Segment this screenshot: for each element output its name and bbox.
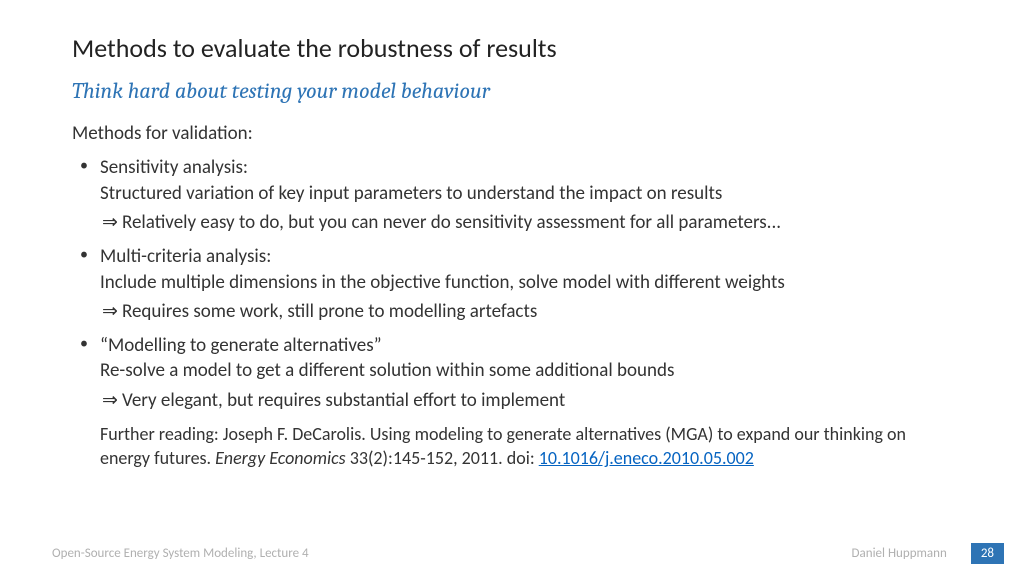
- footer-author: Daniel Huppmann: [852, 546, 947, 561]
- bullet-desc: Structured variation of key input parame…: [100, 181, 952, 207]
- arrow-icon: ⇒: [102, 299, 122, 325]
- bullet-consequence: ⇒Very elegant, but requires substantial …: [100, 388, 952, 414]
- doi-link[interactable]: 10.1016/j.eneco.2010.05.002: [539, 447, 754, 469]
- bullet-consequence: ⇒Relatively easy to do, but you can neve…: [100, 210, 952, 236]
- bullet-head: “Modelling to generate alternatives”: [100, 333, 952, 359]
- slide: Methods to evaluate the robustness of re…: [0, 0, 1024, 576]
- bullet-list: Sensitivity analysis: Structured variati…: [72, 155, 952, 414]
- intro-text: Methods for validation:: [72, 122, 952, 145]
- bullet-desc: Re-solve a model to get a different solu…: [100, 358, 952, 384]
- slide-title: Methods to evaluate the robustness of re…: [72, 32, 952, 64]
- arrow-icon: ⇒: [102, 388, 122, 414]
- footer-left: Open-Source Energy System Modeling, Lect…: [52, 546, 852, 561]
- list-item: “Modelling to generate alternatives” Re-…: [80, 333, 952, 414]
- list-item: Sensitivity analysis: Structured variati…: [80, 155, 952, 236]
- bullet-head: Multi-criteria analysis:: [100, 244, 952, 270]
- list-item: Multi-criteria analysis: Include multipl…: [80, 244, 952, 325]
- arrow-icon: ⇒: [102, 210, 122, 236]
- bullet-consequence-text: Requires some work, still prone to model…: [122, 300, 537, 323]
- bullet-head: Sensitivity analysis:: [100, 155, 952, 181]
- footer: Open-Source Energy System Modeling, Lect…: [0, 543, 1024, 564]
- page-number: 28: [971, 543, 1004, 564]
- bullet-consequence: ⇒Requires some work, still prone to mode…: [100, 299, 952, 325]
- bullet-consequence-text: Very elegant, but requires substantial e…: [122, 389, 565, 412]
- reading-journal: Energy Economics: [215, 447, 345, 469]
- bullet-consequence-text: Relatively easy to do, but you can never…: [122, 211, 781, 234]
- further-reading: Further reading: Joseph F. DeCarolis. Us…: [72, 422, 952, 471]
- bullet-desc: Include multiple dimensions in the objec…: [100, 270, 952, 296]
- slide-subtitle: Think hard about testing your model beha…: [72, 78, 952, 104]
- reading-rest: 33(2):145-152, 2011. doi:: [346, 447, 539, 469]
